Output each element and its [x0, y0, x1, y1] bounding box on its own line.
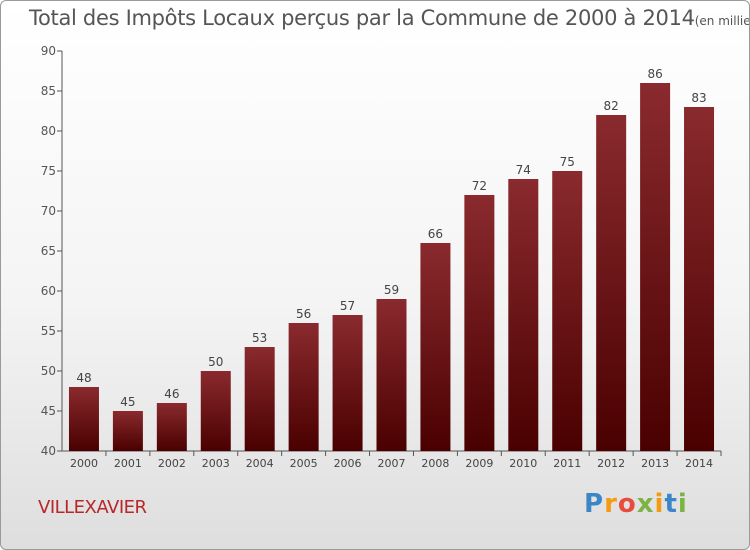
data-label: 82 — [604, 99, 619, 113]
x-tick-label: 2009 — [465, 457, 493, 470]
bar — [112, 411, 143, 451]
y-tick-label: 65 — [41, 244, 56, 258]
logo-letter: i — [654, 489, 665, 519]
data-label: 86 — [647, 67, 662, 81]
data-label: 72 — [472, 179, 487, 193]
logo-letter: t — [664, 489, 678, 519]
logo-letter: i — [677, 489, 688, 519]
y-tick-label: 85 — [41, 84, 56, 98]
x-tick-label: 2010 — [509, 457, 537, 470]
bar — [68, 387, 99, 451]
bar — [332, 315, 363, 451]
bar — [640, 83, 671, 451]
plot-area: 40 45 50 55 60 65 70 75 80 85 90 48 2000 45 2001 46 2002… — [41, 44, 722, 470]
proxiti-logo[interactable]: Proxiti — [584, 489, 688, 519]
logo-letter: P — [584, 489, 605, 519]
logo-letter: x — [636, 489, 655, 519]
data-label: 46 — [164, 387, 179, 401]
data-label: 66 — [428, 227, 443, 241]
bar — [596, 115, 627, 451]
data-label: 48 — [76, 371, 91, 385]
x-tick-label: 2008 — [421, 457, 449, 470]
data-label: 83 — [691, 91, 706, 105]
bar — [244, 347, 275, 451]
chart-title: Total des Impôts Locaux perçus par la Co… — [29, 6, 750, 30]
bar — [200, 371, 231, 451]
x-tick-label: 2014 — [685, 457, 713, 470]
bar — [288, 323, 319, 451]
commune-name: VILLEXAVIER — [38, 497, 147, 518]
logo-letter: o — [617, 489, 637, 519]
bar — [156, 403, 187, 451]
x-tick-label: 2013 — [641, 457, 669, 470]
y-tick-label: 55 — [41, 324, 56, 338]
data-label: 53 — [252, 331, 267, 345]
x-tick-label: 2001 — [114, 457, 142, 470]
data-label: 57 — [340, 299, 355, 313]
x-tick-label: 2011 — [553, 457, 581, 470]
y-tick-label: 75 — [41, 164, 56, 178]
data-label: 59 — [384, 283, 399, 297]
x-tick-label: 2005 — [290, 457, 318, 470]
data-label: 75 — [560, 155, 575, 169]
x-tick-label: 2004 — [246, 457, 274, 470]
x-tick-label: 2012 — [597, 457, 625, 470]
y-tick-label: 80 — [41, 124, 56, 138]
bar — [552, 171, 583, 451]
bar — [376, 299, 407, 451]
data-label: 45 — [120, 395, 135, 409]
y-tick-label: 45 — [41, 404, 56, 418]
logo-letter: r — [604, 489, 618, 519]
x-tick-label: 2002 — [158, 457, 186, 470]
bar — [420, 243, 451, 451]
bar — [464, 195, 495, 451]
data-label: 56 — [296, 307, 311, 321]
y-tick-label: 70 — [41, 204, 56, 218]
x-tick-label: 2000 — [70, 457, 98, 470]
title-text: Total des Impôts Locaux perçus par la Co… — [29, 6, 695, 30]
y-tick-label: 60 — [41, 284, 56, 298]
data-label: 50 — [208, 355, 223, 369]
unit-label: (en milliers d'€) — [694, 14, 750, 28]
y-tick-label: 50 — [41, 364, 56, 378]
x-tick-label: 2003 — [202, 457, 230, 470]
bar — [684, 107, 715, 451]
y-tick-label: 90 — [41, 44, 56, 58]
bar — [508, 179, 539, 451]
data-label: 74 — [516, 163, 531, 177]
y-tick-label: 40 — [41, 444, 56, 458]
x-tick-label: 2006 — [334, 457, 362, 470]
x-tick-label: 2007 — [378, 457, 406, 470]
